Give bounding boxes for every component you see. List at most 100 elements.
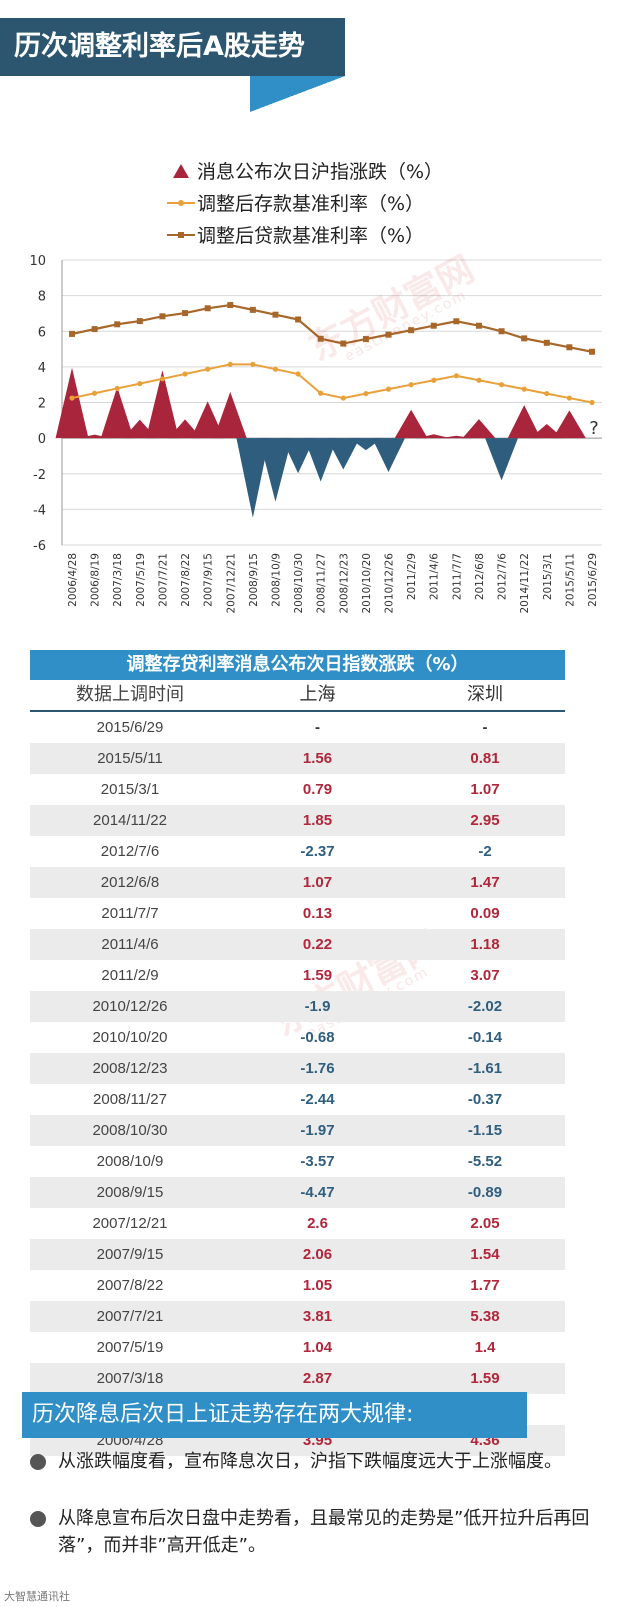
table-row: 2008/10/9 -3.57 -5.52 bbox=[30, 1146, 565, 1177]
row-shenzhen: 1.18 bbox=[470, 936, 500, 953]
row-shenzhen: 2.05 bbox=[470, 1215, 500, 1232]
table-row: 2010/10/20 -0.68 -0.14 bbox=[30, 1022, 565, 1053]
loan-rate-point bbox=[362, 336, 369, 343]
rule-text: 从降息宣布后次日盘中走势看，且最常见的走势是”低开拉升后再回落”，而并非”高开低… bbox=[58, 1508, 590, 1556]
row-shenzhen: -5.52 bbox=[467, 1153, 503, 1170]
row-date: 2011/7/7 bbox=[101, 905, 159, 922]
y-tick-label: -4 bbox=[33, 503, 46, 518]
x-tick-label: 2010/12/26 bbox=[384, 553, 396, 614]
table-row: 2011/7/7 0.13 0.09 bbox=[30, 898, 565, 929]
loan-rate-point bbox=[340, 340, 347, 347]
x-tick-label: 2007/7/21 bbox=[157, 553, 169, 607]
loan-rate-point bbox=[408, 327, 415, 334]
rule-item: 从涨跌幅度看，宣布降息次日，沪指下跌幅度远大于上涨幅度。 bbox=[22, 1448, 622, 1475]
table-row: 2007/3/18 2.87 1.59 bbox=[30, 1363, 565, 1394]
row-date: 2008/10/30 bbox=[92, 1122, 168, 1139]
deposit-rate-point bbox=[498, 382, 505, 388]
row-shenzhen: 1.07 bbox=[470, 781, 500, 798]
row-date: 2015/3/1 bbox=[100, 781, 160, 798]
table-row: 2007/5/19 1.04 1.4 bbox=[30, 1332, 565, 1363]
sh-change-spike bbox=[259, 438, 292, 502]
row-shenzhen: -1.61 bbox=[467, 1060, 503, 1077]
table-row: 2008/11/27 -2.44 -0.37 bbox=[30, 1084, 565, 1115]
y-tick-label: 0 bbox=[38, 432, 46, 447]
deposit-rate-point bbox=[589, 399, 595, 406]
table-row: 2011/2/9 1.59 3.07 bbox=[30, 960, 565, 991]
row-shenzhen: -1.15 bbox=[467, 1122, 503, 1139]
page-title: 历次调整利率后A股走势 bbox=[0, 18, 345, 76]
x-tick-label: 2012/7/6 bbox=[497, 553, 509, 600]
deposit-rate-point bbox=[566, 395, 572, 401]
bullet-icon bbox=[30, 1511, 46, 1527]
row-date: 2015/6/29 bbox=[96, 719, 164, 736]
row-shanghai: 2.87 bbox=[302, 1370, 333, 1387]
loan-rate-point bbox=[385, 331, 392, 338]
sh-change-spike bbox=[462, 419, 496, 439]
table-row: 2008/10/30 -1.97 -1.15 bbox=[30, 1115, 565, 1146]
row-date: 2010/12/26 bbox=[92, 998, 168, 1015]
col-header-shanghai: 上海 bbox=[299, 684, 336, 705]
row-date: 2007/12/21 bbox=[92, 1215, 168, 1232]
table-row: 2011/4/6 0.22 1.18 bbox=[30, 929, 565, 960]
sh-change-spike bbox=[236, 438, 270, 518]
table-row: 2007/8/22 1.05 1.77 bbox=[30, 1270, 565, 1301]
loan-rate-point bbox=[227, 302, 234, 309]
row-shanghai: -4.47 bbox=[300, 1184, 335, 1201]
row-shanghai: -0.68 bbox=[300, 1029, 335, 1046]
y-tick-label: 6 bbox=[38, 325, 46, 340]
row-shanghai: -1.9 bbox=[304, 998, 331, 1015]
row-shenzhen: -0.89 bbox=[467, 1184, 503, 1201]
deposit-rate-point bbox=[227, 361, 233, 367]
table-row: 2015/3/1 0.79 1.07 bbox=[30, 774, 565, 805]
table-row: 2012/6/8 1.07 1.47 bbox=[30, 867, 565, 898]
x-tick-label: 2011/4/6 bbox=[429, 553, 441, 600]
x-tick-label: 2008/12/23 bbox=[338, 553, 350, 614]
sh-change-spike bbox=[530, 424, 564, 439]
sh-change-spike bbox=[146, 370, 179, 439]
deposit-rate-point bbox=[205, 366, 211, 372]
table-row: 2014/11/22 1.85 2.95 bbox=[30, 805, 565, 836]
deposit-rate-line bbox=[71, 363, 593, 404]
x-tick-label: 2008/10/9 bbox=[270, 553, 282, 607]
loan-rate-point bbox=[498, 328, 505, 335]
row-date: 2007/5/19 bbox=[96, 1339, 164, 1356]
row-date: 2007/3/18 bbox=[96, 1370, 164, 1387]
x-tick-label: 2011/7/7 bbox=[451, 553, 463, 600]
x-tick-label: 2007/12/21 bbox=[225, 553, 237, 614]
loan-rate-point bbox=[91, 326, 98, 333]
row-shenzhen: - bbox=[482, 719, 488, 736]
row-shanghai: 1.07 bbox=[302, 874, 333, 891]
col-header-shenzhen: 深圳 bbox=[467, 684, 503, 705]
table-row: 2012/7/6 -2.37 -2 bbox=[30, 836, 565, 867]
y-tick-label: 10 bbox=[29, 254, 46, 269]
loan-rate-point bbox=[272, 311, 279, 318]
row-date: 2011/2/9 bbox=[101, 967, 159, 984]
row-date: 2014/11/22 bbox=[93, 812, 167, 829]
row-shenzhen: -0.14 bbox=[467, 1029, 503, 1046]
rate-change-table: 调整存贷利率消息公布次日指数涨跌（%） 数据上调时间 上海 深圳 2015/6/… bbox=[30, 650, 565, 1456]
deposit-rate-point bbox=[318, 390, 324, 396]
loan-rate-point bbox=[136, 318, 143, 325]
row-shenzhen: 1.77 bbox=[470, 1277, 500, 1294]
row-shanghai: 1.59 bbox=[302, 967, 333, 984]
row-shenzhen: 1.47 bbox=[470, 874, 500, 891]
row-shenzhen: 0.81 bbox=[470, 750, 500, 767]
deposit-rate-point bbox=[69, 395, 75, 401]
deposit-rate-point bbox=[453, 373, 459, 379]
sh-change-spike bbox=[417, 434, 451, 439]
table-row: 2015/5/11 1.56 0.81 bbox=[30, 743, 565, 774]
sh-change-spike bbox=[213, 391, 247, 439]
row-shanghai: -1.76 bbox=[300, 1060, 335, 1077]
footer-credit: 大智慧通讯社 bbox=[4, 1590, 70, 1603]
deposit-rate-point bbox=[272, 366, 279, 372]
row-date: 2008/9/15 bbox=[96, 1184, 164, 1201]
sh-change-spike bbox=[394, 409, 428, 439]
deposit-rate-point bbox=[363, 390, 369, 397]
row-shanghai: 1.56 bbox=[302, 750, 333, 767]
legend-deposit-marker bbox=[178, 200, 184, 206]
x-tick-label: 2010/10/20 bbox=[361, 553, 373, 614]
row-shenzhen: 1.59 bbox=[470, 1370, 500, 1387]
legend-label: 调整后存款基准利率（%） bbox=[197, 193, 424, 215]
y-tick-label: -2 bbox=[33, 468, 46, 483]
deposit-rate-point bbox=[340, 395, 346, 401]
